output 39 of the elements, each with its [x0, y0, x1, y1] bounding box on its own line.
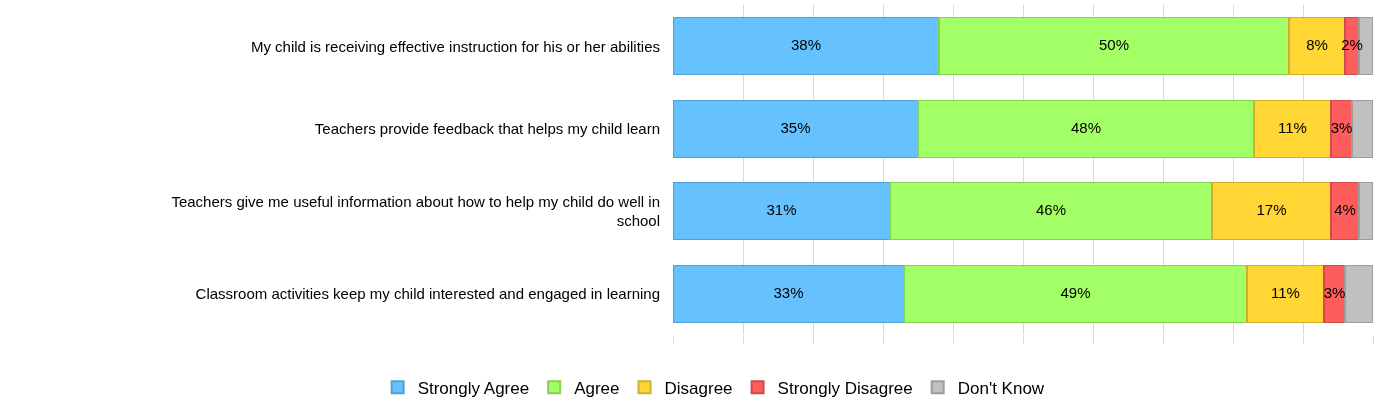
- y-tick-label: Teachers provide feedback that helps my child learn: [314, 120, 660, 137]
- data-label: 11%: [1271, 283, 1300, 301]
- data-label: 8%: [1306, 36, 1328, 53]
- data-label: 2%: [1341, 36, 1363, 53]
- bar: [1246, 264, 1325, 323]
- data-label: 4%: [1334, 201, 1356, 218]
- y-tick-label: Teachers give me useful information about how to help my child do well in school: [171, 192, 660, 230]
- bar: [1351, 99, 1373, 158]
- bar: [917, 99, 1255, 158]
- y-tick-label: Classroom activities keep my child interested and engaged in learning: [195, 285, 660, 302]
- bar: [938, 17, 1290, 76]
- bar: [1253, 99, 1332, 158]
- data-label: 49%: [1060, 283, 1091, 301]
- legend-label: Agree: [574, 378, 620, 398]
- legend-label: Strongly Agree: [417, 378, 530, 398]
- data-label: 35%: [780, 118, 811, 136]
- data-label: 3%: [1323, 283, 1346, 301]
- data-label: 46%: [1035, 201, 1067, 218]
- bar: [673, 17, 940, 76]
- bar: [1344, 264, 1373, 323]
- legend-label: Disagree: [664, 378, 733, 398]
- data-label: 11%: [1278, 118, 1307, 136]
- y-tick-label: My child is receiving effective instruction for his or her abilities: [250, 37, 660, 55]
- legend-label: Strongly Disagree: [777, 378, 913, 398]
- data-label: 48%: [1070, 118, 1102, 136]
- bar: [903, 264, 1248, 323]
- bar: [1358, 182, 1373, 241]
- bar: [673, 182, 891, 241]
- bar: [1211, 182, 1332, 241]
- bar: [889, 182, 1213, 241]
- legend-label: Don't Know: [957, 378, 1045, 398]
- data-label: 3%: [1330, 118, 1353, 136]
- bar: [673, 99, 919, 158]
- data-label: 38%: [790, 36, 822, 53]
- data-label: 50%: [1098, 36, 1130, 53]
- data-label: 17%: [1256, 201, 1287, 218]
- bar: [673, 264, 905, 323]
- data-label: 31%: [766, 201, 797, 218]
- data-label: 33%: [773, 283, 804, 301]
